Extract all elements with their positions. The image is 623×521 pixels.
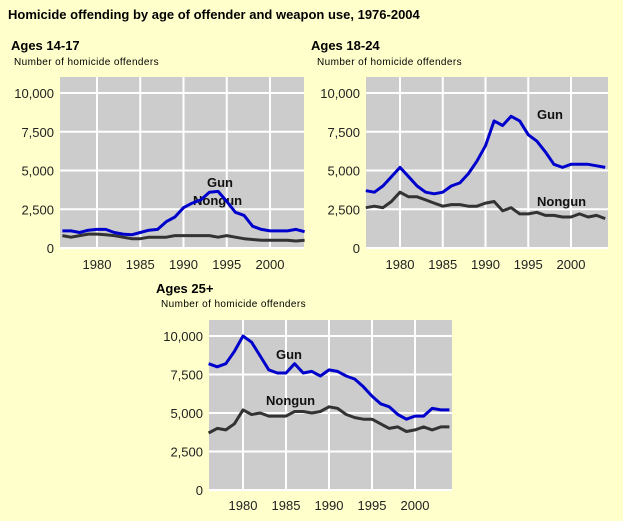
y-axis-label: Number of homicide offenders	[317, 57, 462, 68]
y-tick-label: 7,500	[21, 125, 54, 140]
y-tick-label: 2,500	[170, 445, 203, 460]
x-tick-label: 1995	[212, 257, 241, 272]
y-tick-label: 10,000	[14, 86, 54, 101]
x-tick-label: 2000	[256, 257, 285, 272]
x-tick-label: 1990	[315, 498, 344, 513]
series-label-gun: Gun	[207, 175, 233, 190]
panel-title: Ages 25+	[156, 281, 214, 296]
panel-title: Ages 18-24	[311, 38, 380, 53]
x-tick-label: 2000	[401, 498, 430, 513]
y-tick-label: 7,500	[170, 368, 203, 383]
chart-panel-1: Ages 14-17 Number of homicide offenders 0 2…	[11, 38, 305, 272]
x-tick-label: 2000	[557, 257, 586, 272]
x-tick-label: 1990	[169, 257, 198, 272]
series-line-nongun	[207, 405, 450, 435]
y-tick-label: 10,000	[320, 86, 360, 101]
plot-area	[60, 77, 304, 248]
series-line-gun	[208, 334, 450, 421]
x-tick-label: 1995	[358, 498, 387, 513]
x-tick-label: 1980	[229, 498, 258, 513]
y-tick-label: 2,500	[327, 202, 360, 217]
series-line-gun	[62, 189, 305, 237]
chart-panel-3: Ages 25+ Number of homicide offenders 0 2,5…	[156, 281, 452, 513]
y-axis-label: Number of homicide offenders	[14, 57, 159, 68]
series-label-gun: Gun	[276, 347, 302, 362]
x-tick-label: 1980	[83, 257, 112, 272]
x-tick-label: 1985	[428, 257, 457, 272]
y-tick-label: 0	[353, 241, 360, 256]
y-tick-label: 5,000	[21, 164, 54, 179]
y-tick-label: 0	[47, 241, 54, 256]
panel-title: Ages 14-17	[11, 38, 80, 53]
y-tick-label: 5,000	[170, 406, 203, 421]
figure-title: Homicide offending by age of offender an…	[8, 7, 421, 22]
series-label-gun: Gun	[537, 107, 563, 122]
x-tick-label: 1995	[514, 257, 543, 272]
y-tick-label: 7,500	[327, 125, 360, 140]
series-line-gun	[365, 114, 606, 196]
y-axis-label: Number of homicide offenders	[161, 299, 306, 310]
y-tick-label: 10,000	[163, 329, 203, 344]
series-label-nongun: Nongun	[537, 194, 586, 209]
chart-panel-2: Ages 18-24 Number of homicide offenders 0 2…	[311, 38, 608, 272]
x-tick-label: 1985	[272, 498, 301, 513]
y-tick-label: 2,500	[21, 202, 54, 217]
x-tick-label: 1990	[471, 257, 500, 272]
y-tick-label: 0	[196, 483, 203, 498]
series-line-nongun	[365, 190, 606, 221]
series-label-nongun: Nongun	[266, 393, 315, 408]
y-tick-label: 5,000	[327, 164, 360, 179]
series-line-nongun	[62, 232, 305, 243]
plot-area	[366, 77, 608, 248]
x-tick-label: 1985	[126, 257, 155, 272]
x-tick-label: 1980	[386, 257, 415, 272]
plot-area	[209, 320, 452, 490]
